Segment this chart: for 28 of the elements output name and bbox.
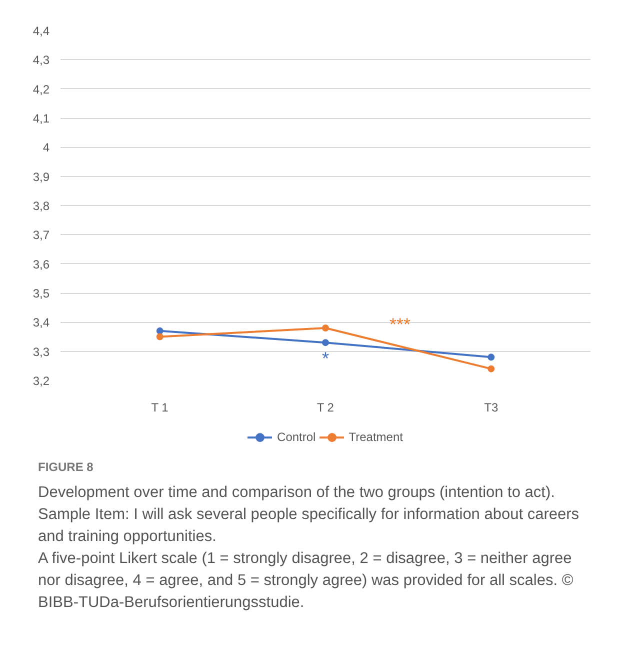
y-tick-label: 3,8: [32, 199, 50, 213]
legend-label: Treatment: [348, 430, 403, 444]
y-tick-label: 3,9: [32, 170, 50, 184]
x-tick-label: T 1: [151, 400, 169, 414]
y-tick-label: 4,1: [32, 112, 50, 126]
y-tick-label: 3,3: [32, 344, 50, 359]
y-tick-label: 4,3: [32, 53, 50, 68]
point: [156, 327, 164, 334]
text: Development over time and comparison of the two groups (intention to act). Sample Item: I will ask several people specifically for information about careers and training opportunities. A five-point Likert scale (1 = strongly disagree, 2 = disagree, 3 = neither agree nor disagree, 4 = agree, and 5 = strongly agree) was provided for all scales. © BIBB-TUDa-Berufsorientierungsstudie.: [38, 483, 580, 614]
y-tick-label: 4,2: [32, 82, 50, 96]
y-tick-label: 3,7: [32, 228, 50, 242]
annotation: ***: [390, 314, 411, 334]
x-tick-label: T3: [484, 400, 498, 414]
point: [488, 365, 495, 372]
point: [322, 324, 329, 332]
y-tick-label: 3,6: [32, 257, 50, 272]
y-tick-label: 4: [42, 140, 50, 155]
text: FIGURE 8: [38, 459, 94, 476]
y-tick-label: 4,4: [32, 24, 50, 38]
legend-label: Control: [277, 430, 316, 444]
x-tick-label: T 2: [316, 400, 334, 414]
y-tick-label: 3,5: [32, 286, 50, 300]
y-tick-label: 3,4: [32, 316, 50, 330]
point: [488, 354, 495, 361]
y-tick-label: 3,2: [32, 374, 50, 388]
point: [156, 333, 164, 340]
point: [322, 339, 329, 346]
annotation: *: [322, 348, 330, 368]
